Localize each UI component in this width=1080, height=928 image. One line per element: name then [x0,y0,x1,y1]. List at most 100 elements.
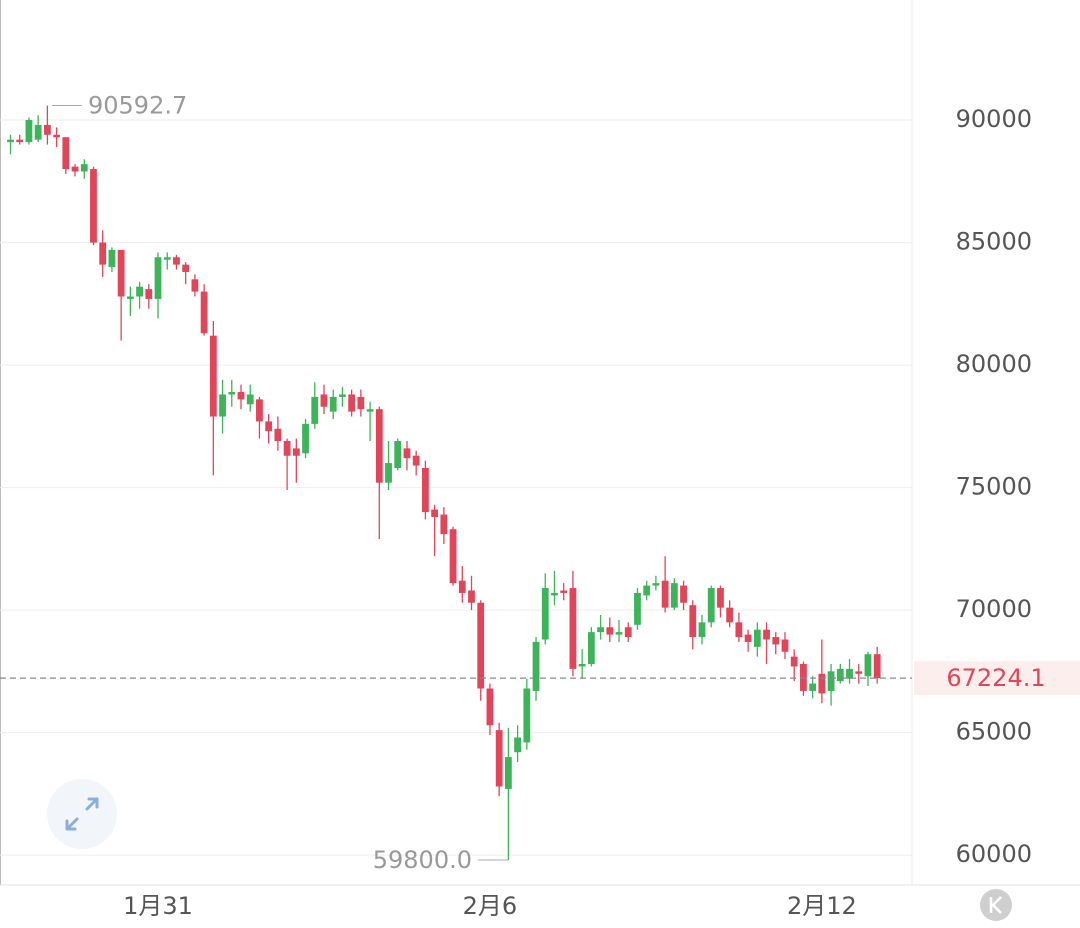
candle-body [237,392,245,400]
candle-body [71,166,79,172]
candle-body [652,583,660,586]
candle-body [320,394,328,407]
candle-body [80,164,88,172]
candle-body [62,137,70,170]
candle-body [532,641,540,691]
candle-body [16,139,24,143]
candle-body [173,257,180,265]
candle-body [246,394,254,405]
candle-body [698,622,706,638]
y-tick-label: 75000 [956,473,1032,501]
k-icon[interactable] [989,896,1002,914]
candle-body [145,289,153,299]
x-tick-label: 2月12 [787,892,857,920]
candle-body [864,654,872,677]
candle-body [781,639,789,652]
candle-body [339,394,346,397]
candle-body [53,134,60,138]
candle-body [800,663,807,691]
candle-body [329,396,337,412]
expand-button[interactable] [47,779,117,849]
candle-body [219,394,226,417]
candle-body [827,671,835,691]
y-tick-label: 90000 [956,105,1032,133]
candle-body [634,592,641,625]
candle-body [394,441,402,468]
candle-body [43,124,51,135]
last-price-label: 67224.1 [946,664,1045,692]
candle-body [569,588,577,669]
candle-body [578,663,586,667]
candle-body [136,286,143,297]
candle-body [302,423,309,454]
candle-body [597,627,604,633]
candle-body [707,588,715,623]
candle-body [311,396,319,424]
candle-body [551,592,558,596]
candle-body [412,455,420,466]
candle-body [34,124,42,140]
candle-body [7,139,14,143]
candle-body [661,580,669,608]
candle-body [385,463,392,483]
min-label: 59800.0 [373,846,472,874]
candle-body [855,671,863,674]
candle-body [504,757,512,789]
candle-body [735,622,743,638]
candle-body [403,448,411,459]
candle-body [256,399,263,422]
candle-body [790,656,798,667]
candle-body [348,394,356,412]
candle-body [717,588,724,608]
candle-body [523,688,531,743]
max-label: 90592.7 [88,92,187,120]
candle-body [615,632,623,635]
candle-body [477,602,485,689]
candle-body [191,279,199,292]
candle-body [514,737,521,753]
k-button[interactable] [980,889,1012,921]
candle-body [182,264,190,272]
expand-button-bg[interactable] [47,779,117,849]
candle-body [357,396,365,410]
x-tick-label: 1月31 [123,892,193,920]
candle-body [209,335,217,417]
candle-body [228,392,236,395]
candle-body [292,448,300,456]
candle-body [117,249,125,297]
candle-body [836,668,844,682]
y-tick-label: 60000 [956,840,1032,868]
candle-body [541,588,549,640]
candle-body [846,668,853,679]
candle-body [486,688,494,726]
candle-body [163,257,171,260]
candle-body [587,632,595,664]
k-button-bg[interactable] [980,889,1012,921]
y-tick-label: 80000 [956,350,1032,378]
y-tick-label: 65000 [956,718,1032,746]
candle-body [154,257,162,299]
candle-body [90,169,97,243]
candle-body [431,509,439,517]
candle-body [422,467,429,513]
candle-body [873,654,881,679]
expand-icon[interactable] [65,797,99,831]
candle-body [670,583,678,608]
candle-body [495,730,503,787]
y-tick-label: 85000 [956,228,1032,256]
candle-body [449,529,457,584]
candle-body [753,629,761,647]
candle-body [375,409,383,483]
candle-body [126,296,134,299]
x-tick-label: 2月6 [463,892,518,920]
candle-body [283,441,291,456]
candle-body [763,629,770,640]
candle-body [274,428,282,442]
candle-body [624,627,632,638]
candle-body [25,120,33,143]
candle-body [265,421,273,432]
candle-body [744,634,752,642]
candle-body [366,409,374,412]
candle-body [726,607,734,623]
